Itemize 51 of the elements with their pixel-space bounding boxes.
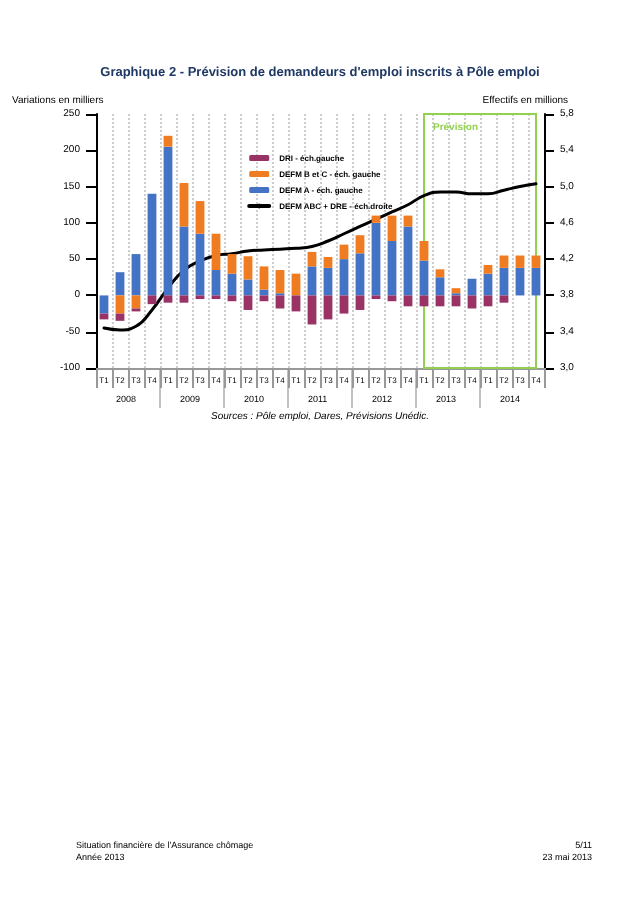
bar (307, 266, 317, 296)
bar (259, 266, 269, 290)
bar (163, 295, 173, 303)
bar (483, 295, 493, 307)
bar (419, 295, 429, 307)
bar (419, 241, 429, 261)
bar (307, 295, 317, 325)
bar (115, 295, 125, 314)
bar (435, 269, 445, 278)
bar (179, 182, 189, 227)
bar (403, 226, 413, 296)
bar (163, 135, 173, 147)
bar (323, 256, 333, 268)
bar (339, 295, 349, 314)
bar (355, 253, 365, 296)
bar (243, 295, 253, 310)
bar (227, 254, 237, 274)
bar (195, 201, 205, 234)
bar (387, 241, 397, 296)
bar (147, 193, 157, 296)
bar (131, 295, 141, 309)
bar (499, 295, 509, 303)
bar (211, 233, 221, 271)
line-series (102, 182, 538, 332)
bar (259, 295, 269, 302)
bar (179, 295, 189, 303)
bar (371, 222, 381, 296)
bar (195, 233, 205, 296)
bar (227, 295, 237, 302)
bar (339, 259, 349, 296)
bar (275, 270, 285, 294)
bar (179, 226, 189, 296)
bar (387, 295, 397, 302)
bar (435, 277, 445, 296)
bar (355, 235, 365, 254)
bar (403, 295, 413, 307)
bar (451, 295, 461, 307)
bar (435, 295, 445, 307)
bar (131, 254, 141, 296)
bar (323, 295, 333, 320)
bar (467, 295, 477, 309)
bar (115, 272, 125, 296)
bar (355, 295, 365, 310)
bar (275, 295, 285, 309)
bar (99, 295, 109, 314)
bar (291, 295, 301, 312)
bar (147, 295, 157, 305)
bar (483, 264, 493, 274)
bar (163, 146, 173, 296)
bar (243, 256, 253, 280)
bar (243, 279, 253, 296)
